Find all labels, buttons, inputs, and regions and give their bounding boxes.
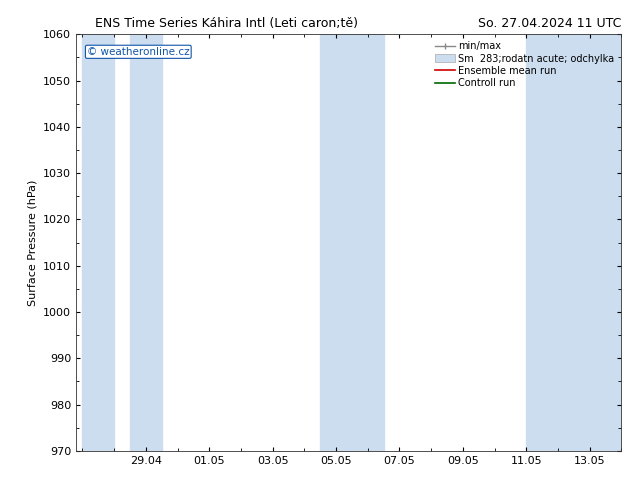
Bar [320,34,352,451]
Bar [558,34,628,451]
Text: ENS Time Series Káhira Intl (Leti caron;tě): ENS Time Series Káhira Intl (Leti caron;… [95,17,358,30]
Bar [352,34,384,451]
Bar [82,34,114,451]
Legend: min/max, Sm  283;rodatn acute; odchylka, Ensemble mean run, Controll run: min/max, Sm 283;rodatn acute; odchylka, … [433,39,616,90]
Text: So. 27.04.2024 11 UTC: So. 27.04.2024 11 UTC [478,17,621,30]
Y-axis label: Surface Pressure (hPa): Surface Pressure (hPa) [27,179,37,306]
Bar [526,34,558,451]
Bar [130,34,162,451]
Text: © weatheronline.cz: © weatheronline.cz [87,47,190,57]
